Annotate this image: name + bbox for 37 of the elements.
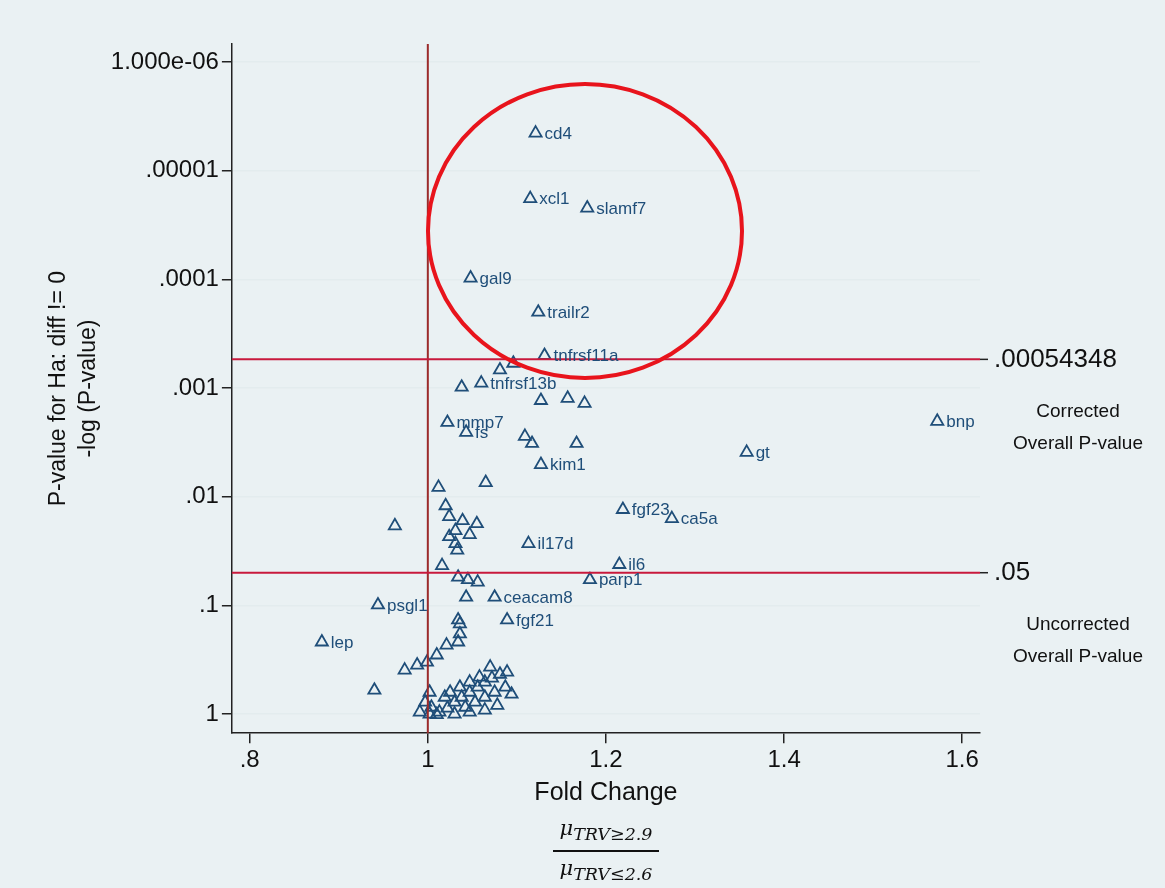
data-label: il17d bbox=[537, 534, 574, 554]
data-label: kim1 bbox=[549, 455, 586, 475]
x-tick-label: .8 bbox=[239, 745, 260, 773]
ref-line-label: .00054348 bbox=[994, 342, 1117, 373]
data-label: cd4 bbox=[544, 123, 573, 143]
text: μ$_{TRV≥2.9}$ bbox=[558, 815, 654, 847]
data-label: gal9 bbox=[479, 268, 512, 288]
data-label: slamf7 bbox=[596, 198, 647, 218]
data-label: trailr2 bbox=[547, 302, 590, 322]
data-label: lep bbox=[330, 632, 354, 652]
data-label: bnp bbox=[946, 412, 975, 431]
data-label: psgl1 bbox=[386, 595, 428, 615]
data-label: fgf23 bbox=[631, 500, 670, 520]
x-tick-label: 1 bbox=[421, 745, 435, 773]
y-tick-label: 1.000e-06 bbox=[110, 46, 219, 74]
text: μ$_{TRV≤2.6}$ bbox=[553, 850, 659, 888]
y-axis-title: P-value for Ha: diff != 0 -log (P-value) bbox=[44, 270, 101, 507]
x-tick-label: 1.6 bbox=[945, 745, 979, 773]
x-tick-label: 1.2 bbox=[589, 745, 623, 773]
y-tick-label: .001 bbox=[172, 372, 219, 400]
text: Corrected Overall P-value bbox=[1013, 399, 1143, 453]
data-label: xcl1 bbox=[539, 189, 570, 209]
data-label: ceacam8 bbox=[503, 587, 573, 607]
data-label: gt bbox=[755, 443, 771, 463]
data-label: fgf21 bbox=[516, 610, 554, 630]
y-tick-label: .01 bbox=[185, 481, 219, 509]
data-label: tnfrsf13b bbox=[490, 373, 557, 393]
x-axis-title: Fold Change bbox=[534, 776, 678, 805]
y-tick-label: .00001 bbox=[145, 155, 219, 183]
y-tick-label: .0001 bbox=[158, 264, 219, 292]
data-label: parp1 bbox=[598, 570, 643, 590]
ref-line-label: .05 bbox=[994, 555, 1031, 586]
text: Uncorrected Overall P-value bbox=[1013, 612, 1143, 666]
data-label: ca5a bbox=[680, 509, 719, 529]
x-tick-label: 1.4 bbox=[767, 745, 801, 773]
y-tick-label: 1 bbox=[205, 698, 219, 726]
y-tick-label: .1 bbox=[198, 590, 219, 618]
